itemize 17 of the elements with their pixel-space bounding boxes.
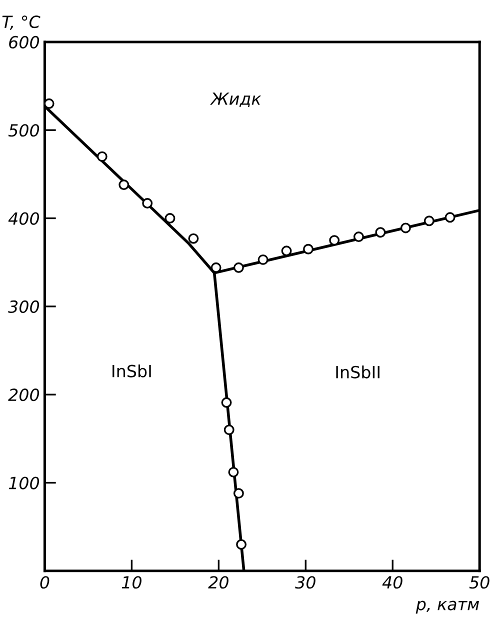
- y-tick-label: 100: [8, 476, 40, 490]
- y-tick-label: 200: [8, 388, 40, 402]
- x-tick-label: 50: [469, 576, 490, 589]
- x-tick-label: 0: [40, 576, 50, 589]
- x-tick-label: 30: [295, 576, 316, 589]
- y-tick-label: 300: [8, 300, 40, 313]
- annotation: Жидк: [210, 92, 262, 108]
- x-tick-label: 20: [208, 576, 228, 589]
- y-tick-label: 600: [9, 36, 40, 49]
- y-tick-label: 400: [8, 212, 40, 225]
- annotation: InSbII: [336, 366, 380, 378]
- annotation: InSbI: [112, 364, 151, 378]
- x-tick-label: 40: [382, 576, 402, 589]
- x-tick-label: 10: [122, 576, 142, 589]
- y-tick-label: 500: [8, 124, 40, 137]
- x-axis-title: p, катм: [416, 600, 479, 614]
- y-axis-title: T, °C: [2, 16, 40, 30]
